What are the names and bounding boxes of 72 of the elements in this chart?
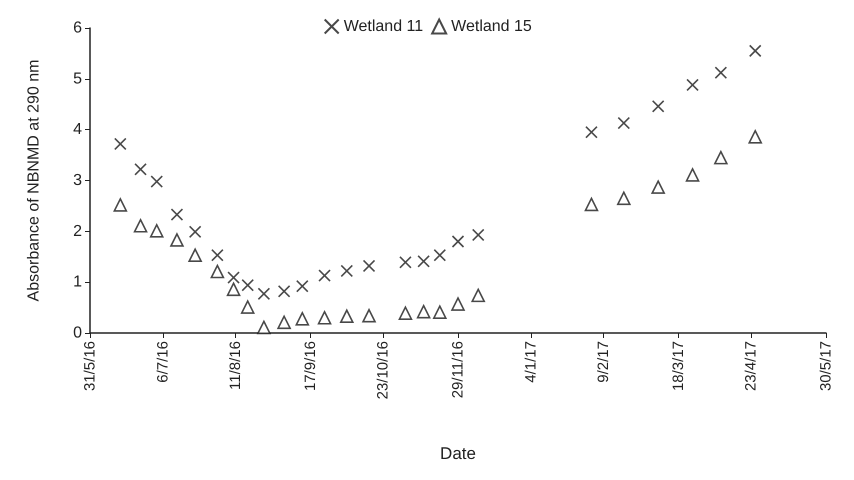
point [318,310,332,325]
x-axis-title: Date [440,444,476,463]
point [398,306,412,320]
point [296,312,310,326]
point [150,224,164,238]
point [114,138,127,150]
point [226,282,240,296]
point [240,300,255,314]
point [434,248,446,262]
point [296,280,309,293]
x-tick-label: 23/4/17 [742,341,760,392]
x-tick-label: 29/11/16 [450,341,466,398]
point [433,305,447,319]
point [114,198,128,212]
point [362,308,376,323]
y-tick-label: 6 [73,20,82,36]
x-tick-label: 17/9/16 [302,341,319,392]
point [210,264,224,278]
point [417,255,430,268]
x-tick-label: 11/8/16 [227,341,244,390]
point [748,130,762,144]
point [585,126,598,139]
point [748,44,762,58]
y-tick-label: 1 [73,274,82,291]
point [416,304,430,318]
point [686,168,700,182]
point [227,271,240,284]
x-tick-label: 23/10/16 [374,341,392,400]
x-tick-label: 9/2/17 [595,341,612,383]
point [340,264,354,278]
point [686,78,699,92]
point [241,278,254,292]
point [652,100,664,113]
y-axis-title: Absorbance of NBNMD at 290 nm [26,60,42,302]
point [714,66,728,80]
y-tick-label: 2 [73,222,82,240]
point [651,180,665,194]
point [278,285,290,298]
point [584,198,598,212]
x-tick-label: 6/7/16 [154,341,172,383]
point [277,316,291,330]
point [472,228,485,242]
point [618,116,630,130]
point [714,150,728,164]
x-tick-label: 31/5/16 [82,341,98,392]
x-tick-label: 30/5/17 [818,341,834,392]
point [452,235,464,248]
point [188,248,202,262]
point [451,297,465,311]
point [318,269,331,282]
point [134,218,148,233]
point [150,175,164,188]
y-tick-label: 3 [73,172,82,189]
point [399,256,412,269]
point [170,208,184,221]
y-tick-label: 4 [73,121,82,138]
legend-label: Wetland 15 [451,18,532,35]
point [471,288,486,302]
y-tick-label: 0 [73,324,82,342]
point [257,320,271,334]
point [340,309,354,324]
y-tick-label: 5 [73,70,82,88]
point [617,191,631,206]
point [362,260,376,272]
x-tick-label: 4/1/17 [522,341,540,383]
point [211,248,224,262]
point [188,226,202,238]
point [258,288,270,300]
x-tick-label: 18/3/17 [670,341,687,392]
point [170,233,184,247]
legend-label: Wetland 11 [344,18,424,35]
point [134,163,147,176]
